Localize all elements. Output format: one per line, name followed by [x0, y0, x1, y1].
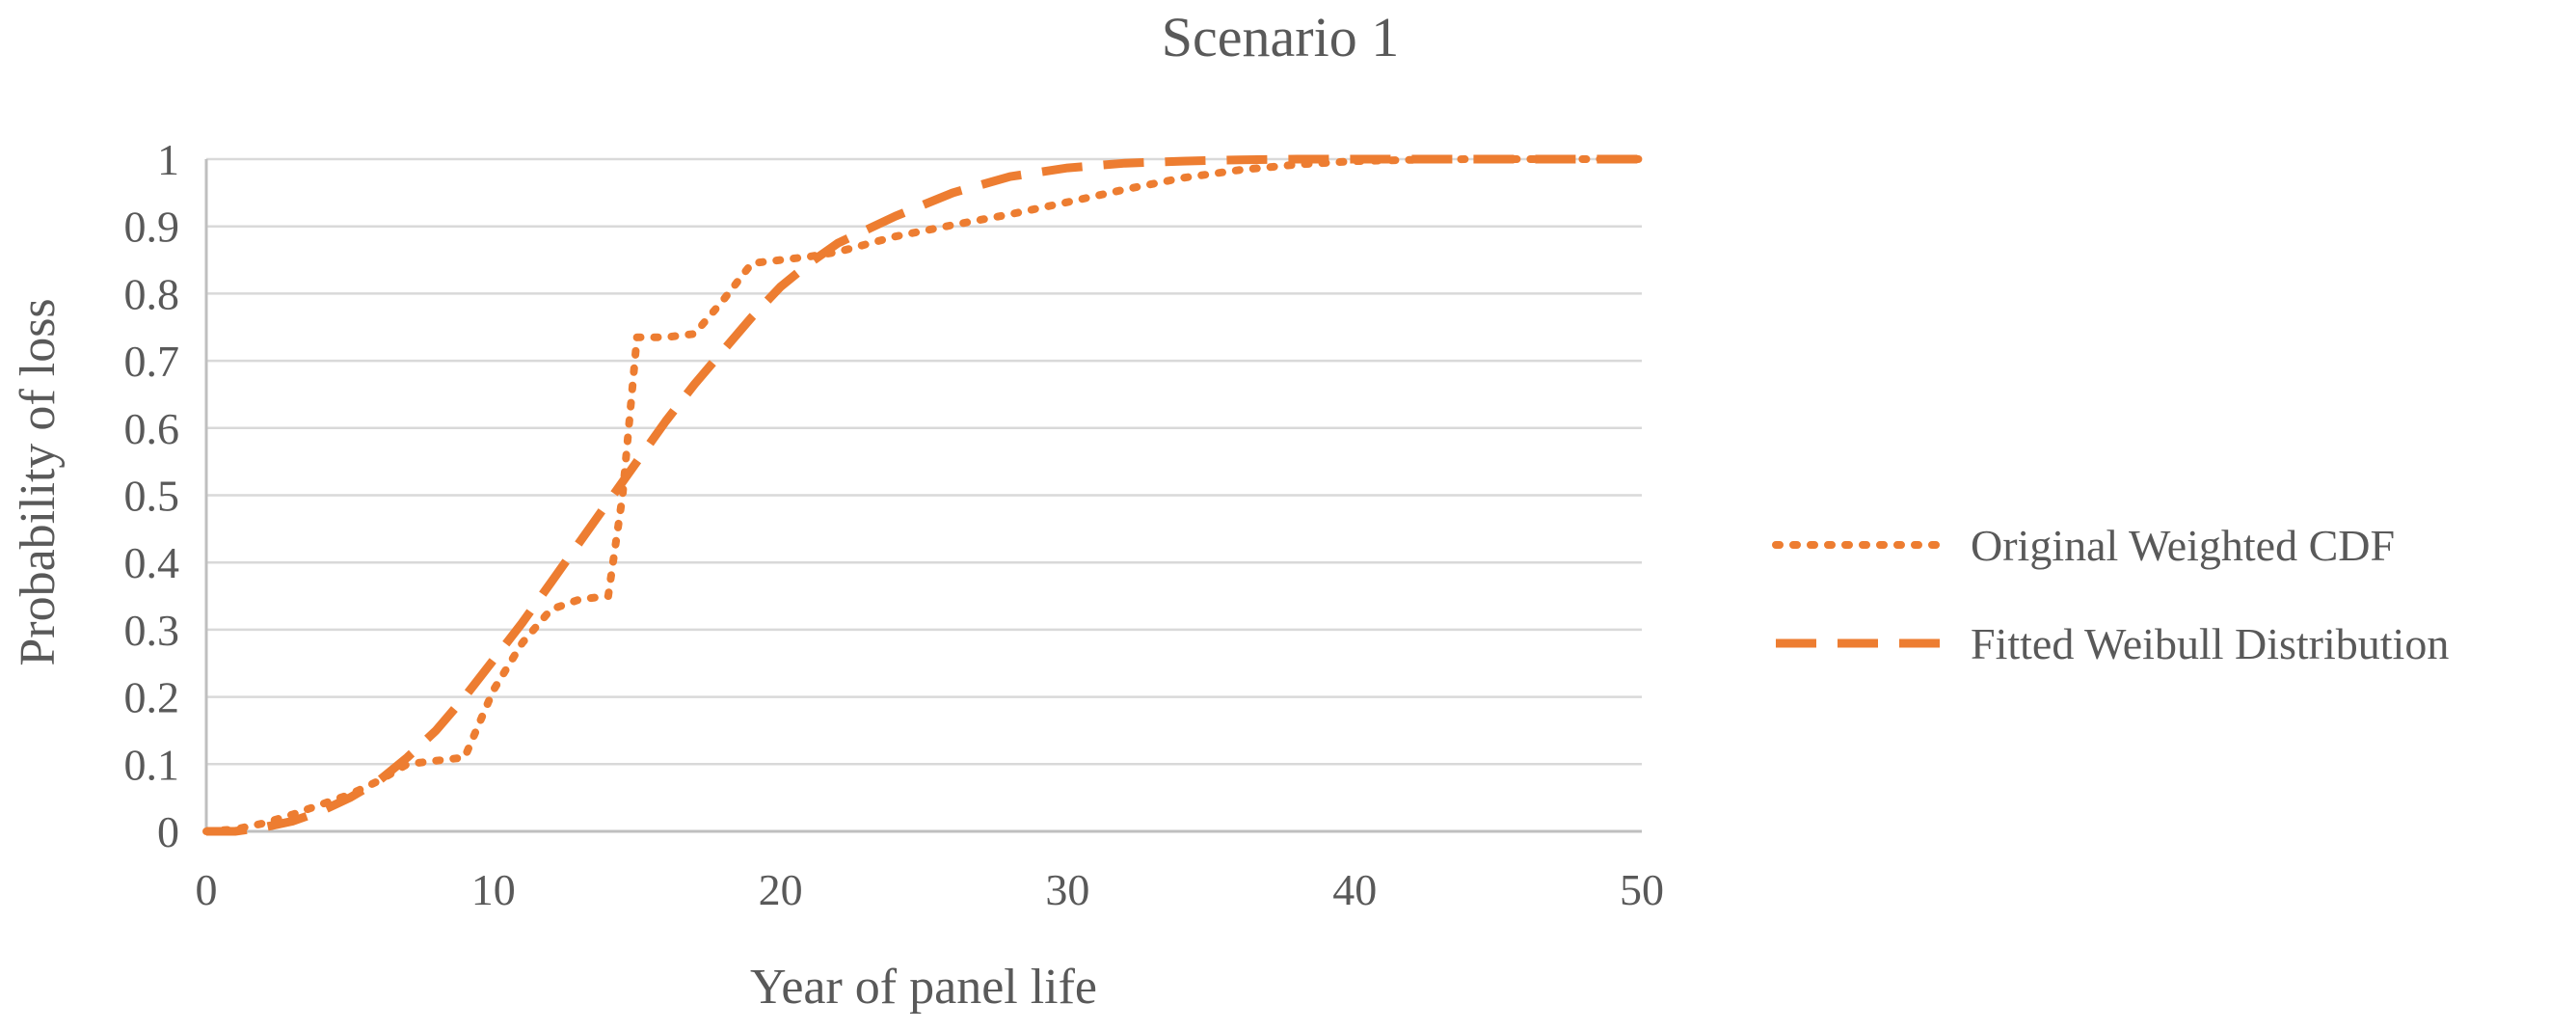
x-tick-label-0: 0 — [196, 865, 218, 914]
x-tick-label-4: 40 — [1332, 865, 1377, 914]
axes — [204, 159, 1642, 833]
y-tick-label-5: 0.5 — [124, 472, 180, 521]
y-tick-label-3: 0.3 — [124, 606, 180, 655]
x-tick-label-2: 20 — [759, 865, 803, 914]
y-tick-label-2: 0.2 — [124, 673, 180, 722]
y-axis-title: Probability of loss — [11, 298, 66, 665]
y-tick-label-10: 1 — [157, 135, 179, 184]
y-tick-label-4: 0.4 — [124, 538, 180, 587]
legend-label-original-weighted-cdf: Original Weighted CDF — [1971, 521, 2395, 570]
y-tick-label-8: 0.8 — [124, 269, 180, 318]
series-lines — [202, 154, 1646, 836]
tick-labels: 00.10.20.30.40.50.60.70.80.910 10 20 30 40 50 — [124, 135, 1665, 914]
x-tick-label-5: 50 — [1620, 865, 1664, 914]
y-tick-label-9: 0.9 — [124, 203, 180, 252]
y-tick-label-6: 0.6 — [124, 404, 180, 453]
legend-label-fitted-weibull: Fitted Weibull Distribution — [1971, 619, 2449, 668]
x-tick-label-1: 10 — [471, 865, 516, 914]
legend: Original Weighted CDF Fitted Weibull Dis… — [1772, 521, 2449, 668]
y-tick-label-7: 0.7 — [124, 337, 180, 386]
grid-lines — [206, 157, 1642, 766]
series-line-original-weighted-cdf — [202, 155, 1646, 835]
chart-title: Scenario 1 — [1162, 6, 1399, 68]
y-tick-label-1: 0.1 — [124, 740, 180, 789]
x-axis-title: Year of panel life — [750, 960, 1097, 1015]
x-tick-label-3: 30 — [1045, 865, 1089, 914]
y-tick-label-0: 0 — [157, 807, 179, 856]
series-line-fitted-weibull-distribution — [206, 154, 1642, 836]
